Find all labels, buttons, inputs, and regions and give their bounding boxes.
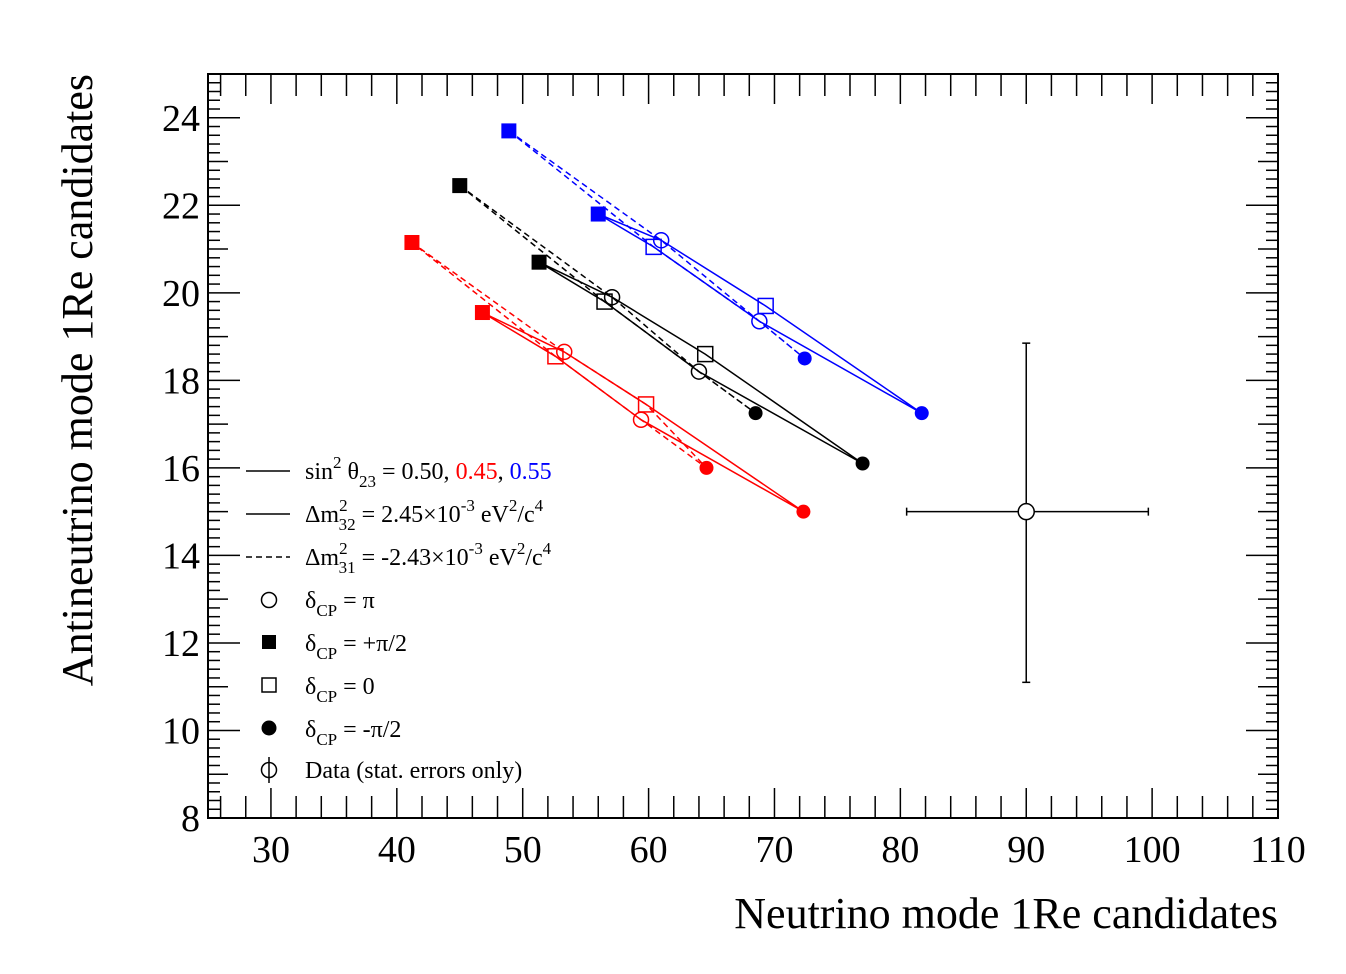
data-point-marker	[1017, 502, 1035, 521]
data-point-layer	[905, 342, 1150, 684]
marker-0.50-open-square-5	[696, 345, 714, 363]
marker-0.45-filled-square-1	[404, 234, 420, 250]
marker-0.55-filled-circle-6	[914, 406, 929, 421]
x-tick-label-90: 90	[1007, 829, 1045, 871]
marker-0.55-open-square-4	[645, 238, 662, 256]
marker-0.50-filled-square-1	[452, 178, 468, 194]
legend-data-label: Data (stat. errors only)	[305, 758, 522, 784]
x-tick-label-40: 40	[378, 829, 416, 871]
y-tick-label-24: 24	[162, 98, 200, 140]
marker-0.50-filled-circle-6	[855, 456, 870, 471]
legend-open-circle-icon	[260, 591, 278, 609]
markers-layer	[404, 123, 929, 519]
legend-cp-zero-label: δCP = 0	[305, 674, 375, 706]
marker-0.50-open-square-4	[596, 293, 613, 310]
marker-0.50-open-circle-3	[690, 363, 708, 380]
legend-filled-square-icon	[262, 635, 276, 649]
marker-0.55-filled-circle-7	[797, 351, 812, 366]
marker-0.45-open-square-4	[547, 348, 564, 365]
y-tick-label-16: 16	[162, 448, 200, 490]
legend-cp-plus-half-pi-label: δCP = +π/2	[305, 631, 407, 663]
y-tick-label-20: 20	[162, 273, 200, 315]
x-tick-label-100: 100	[1124, 829, 1181, 871]
x-tick-label-50: 50	[504, 829, 542, 871]
marker-0.50-filled-circle-7	[748, 406, 763, 421]
y-tick-label-8: 8	[181, 798, 200, 840]
x-tick-label-30: 30	[252, 829, 290, 871]
plot-frame	[207, 73, 1279, 819]
marker-0.45-filled-square-0	[474, 305, 490, 321]
y-tick-label-10: 10	[162, 710, 200, 752]
y-tick-label-14: 14	[162, 535, 200, 577]
ticks-layer: 30 40 50 60 70 80 90 100 110 8 10 12 14 16 18 20 22 24	[162, 73, 1306, 871]
y-tick-label-18: 18	[162, 360, 200, 402]
legend-cp-minus-half-pi-label: δCP = -π/2	[305, 717, 401, 749]
legend-sin2-label: sin2 θ23 = 0.50, 0.45, 0.55	[305, 453, 552, 491]
legend-open-square-icon	[261, 677, 277, 693]
marker-0.45-filled-circle-6	[796, 504, 811, 519]
y-tick-label-12: 12	[162, 623, 200, 665]
legend-cp-pi-label: δCP = π	[305, 588, 375, 620]
marker-0.50-filled-square-0	[531, 254, 547, 270]
x-tick-label-60: 60	[630, 829, 668, 871]
x-axis-label: Neutrino mode 1Re candidates	[734, 889, 1278, 938]
marker-0.45-open-circle-2	[555, 343, 573, 361]
legend-filled-circle-icon	[261, 720, 277, 736]
legend-dm32-label: Δm2 32 = 2.45×10-3 eV2/c4	[305, 496, 544, 534]
x-tick-label-70: 70	[755, 829, 793, 871]
y-axis-label: Antineutrino mode 1Re candidates	[53, 74, 102, 686]
y-tick-label-22: 22	[162, 185, 200, 227]
marker-0.55-filled-square-1	[501, 123, 517, 139]
x-tick-label-110: 110	[1250, 829, 1306, 871]
marker-0.55-open-square-5	[757, 297, 774, 315]
marker-0.45-filled-circle-7	[699, 460, 714, 475]
x-tick-label-80: 80	[881, 829, 919, 871]
marker-0.45-open-square-5	[637, 396, 655, 413]
marker-0.55-filled-square-0	[590, 206, 606, 222]
legend-dm31-label: Δm2 31 = -2.43×10-3 eV2/c4	[305, 539, 552, 577]
legend: sin2 θ23 = 0.50, 0.45, 0.55 Δm2 32 = 2.45×…	[246, 453, 552, 784]
